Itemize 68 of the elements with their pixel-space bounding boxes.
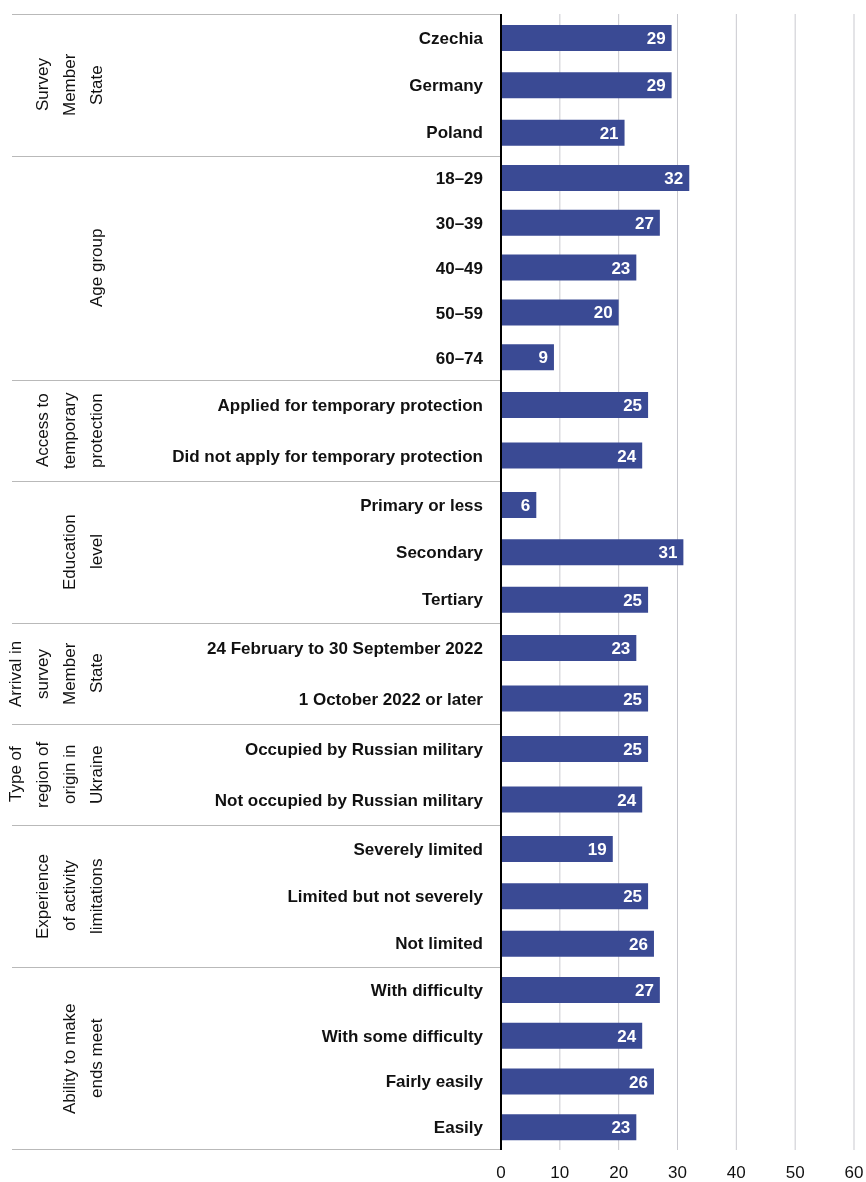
data-label: 23 bbox=[611, 1118, 631, 1138]
x-tick-label: 20 bbox=[609, 1163, 629, 1182]
data-label: 19 bbox=[587, 840, 607, 860]
x-tick-label: 30 bbox=[668, 1163, 687, 1182]
data-label: 32 bbox=[664, 169, 684, 189]
data-label: 25 bbox=[623, 590, 643, 610]
y-axis-title: Access to temporary protection bbox=[32, 391, 107, 471]
y-tick-label: 1 October 2022 or later bbox=[298, 689, 484, 709]
y-tick-label: Secondary bbox=[396, 543, 484, 563]
data-label: 25 bbox=[623, 689, 643, 709]
y-tick-label: 18–29 bbox=[435, 169, 483, 189]
y-axis-title: Education level bbox=[59, 513, 107, 592]
bar bbox=[501, 254, 637, 281]
y-axis-title: Age group bbox=[86, 227, 107, 310]
y-axis-title: Arrival in survey Member State bbox=[5, 639, 107, 709]
y-tick-label: Primary or less bbox=[360, 495, 483, 515]
data-label: 23 bbox=[611, 639, 631, 659]
y-tick-label: Occupied by Russian military bbox=[244, 740, 484, 760]
data-label: 20 bbox=[593, 303, 613, 323]
data-label: 27 bbox=[634, 981, 654, 1001]
y-tick-label: Germany bbox=[409, 76, 484, 96]
data-label: 31 bbox=[658, 543, 678, 563]
data-label: 6 bbox=[520, 496, 531, 516]
y-axis-title: Ability to make ends meet bbox=[59, 1002, 107, 1116]
data-label: 29 bbox=[646, 76, 666, 96]
y-tick-label: Did not apply for temporary protection bbox=[172, 446, 483, 466]
x-tick-label: 50 bbox=[785, 1163, 805, 1182]
data-label: 9 bbox=[538, 348, 548, 368]
data-label: 25 bbox=[623, 887, 643, 907]
bar bbox=[501, 209, 660, 236]
data-label: 29 bbox=[646, 29, 666, 49]
x-tick-label: 60 bbox=[844, 1163, 864, 1182]
data-label: 25 bbox=[623, 740, 643, 760]
data-label: 24 bbox=[617, 1026, 637, 1046]
y-tick-label: Severely limited bbox=[353, 839, 483, 859]
y-tick-label: Not limited bbox=[395, 934, 483, 954]
y-tick-label: Easily bbox=[433, 1118, 484, 1138]
data-label: 23 bbox=[611, 258, 631, 278]
y-tick-label: With difficulty bbox=[370, 980, 484, 1000]
y-axis-title: Type of region of origin in Ukraine bbox=[5, 740, 107, 810]
data-label: 26 bbox=[629, 934, 648, 954]
y-tick-label: 24 February to 30 September 2022 bbox=[207, 639, 483, 659]
y-axis-title: Experience of activity limitations bbox=[32, 852, 107, 941]
x-tick-label: 10 bbox=[550, 1163, 570, 1182]
data-label: 24 bbox=[617, 446, 637, 466]
y-tick-label: With some difficulty bbox=[321, 1026, 484, 1046]
data-label: 24 bbox=[617, 790, 637, 810]
bar bbox=[501, 165, 690, 191]
bar bbox=[501, 299, 619, 326]
data-label: 26 bbox=[629, 1072, 648, 1092]
y-tick-label: 50–59 bbox=[435, 303, 483, 323]
y-tick-label: Tertiary bbox=[421, 590, 484, 610]
x-tick-label: 40 bbox=[726, 1163, 746, 1182]
y-tick-label: Limited but not severely bbox=[287, 887, 484, 907]
y-tick-label: Fairly easily bbox=[385, 1072, 484, 1092]
data-label: 27 bbox=[634, 213, 654, 233]
data-label: 25 bbox=[623, 396, 643, 416]
x-tick-label: 0 bbox=[496, 1163, 506, 1182]
bar bbox=[501, 344, 554, 371]
y-tick-label: Poland bbox=[426, 123, 483, 143]
y-tick-label: Not occupied by Russian military bbox=[214, 790, 484, 810]
data-label: 21 bbox=[599, 123, 619, 143]
y-tick-label: 30–39 bbox=[435, 214, 483, 234]
y-tick-label: Applied for temporary protection bbox=[217, 396, 483, 416]
y-tick-label: 40–49 bbox=[435, 259, 483, 279]
y-axis-title: Survey Member State bbox=[32, 52, 107, 119]
y-tick-label: 60–74 bbox=[435, 348, 484, 368]
y-tick-label: Czechia bbox=[418, 28, 484, 48]
